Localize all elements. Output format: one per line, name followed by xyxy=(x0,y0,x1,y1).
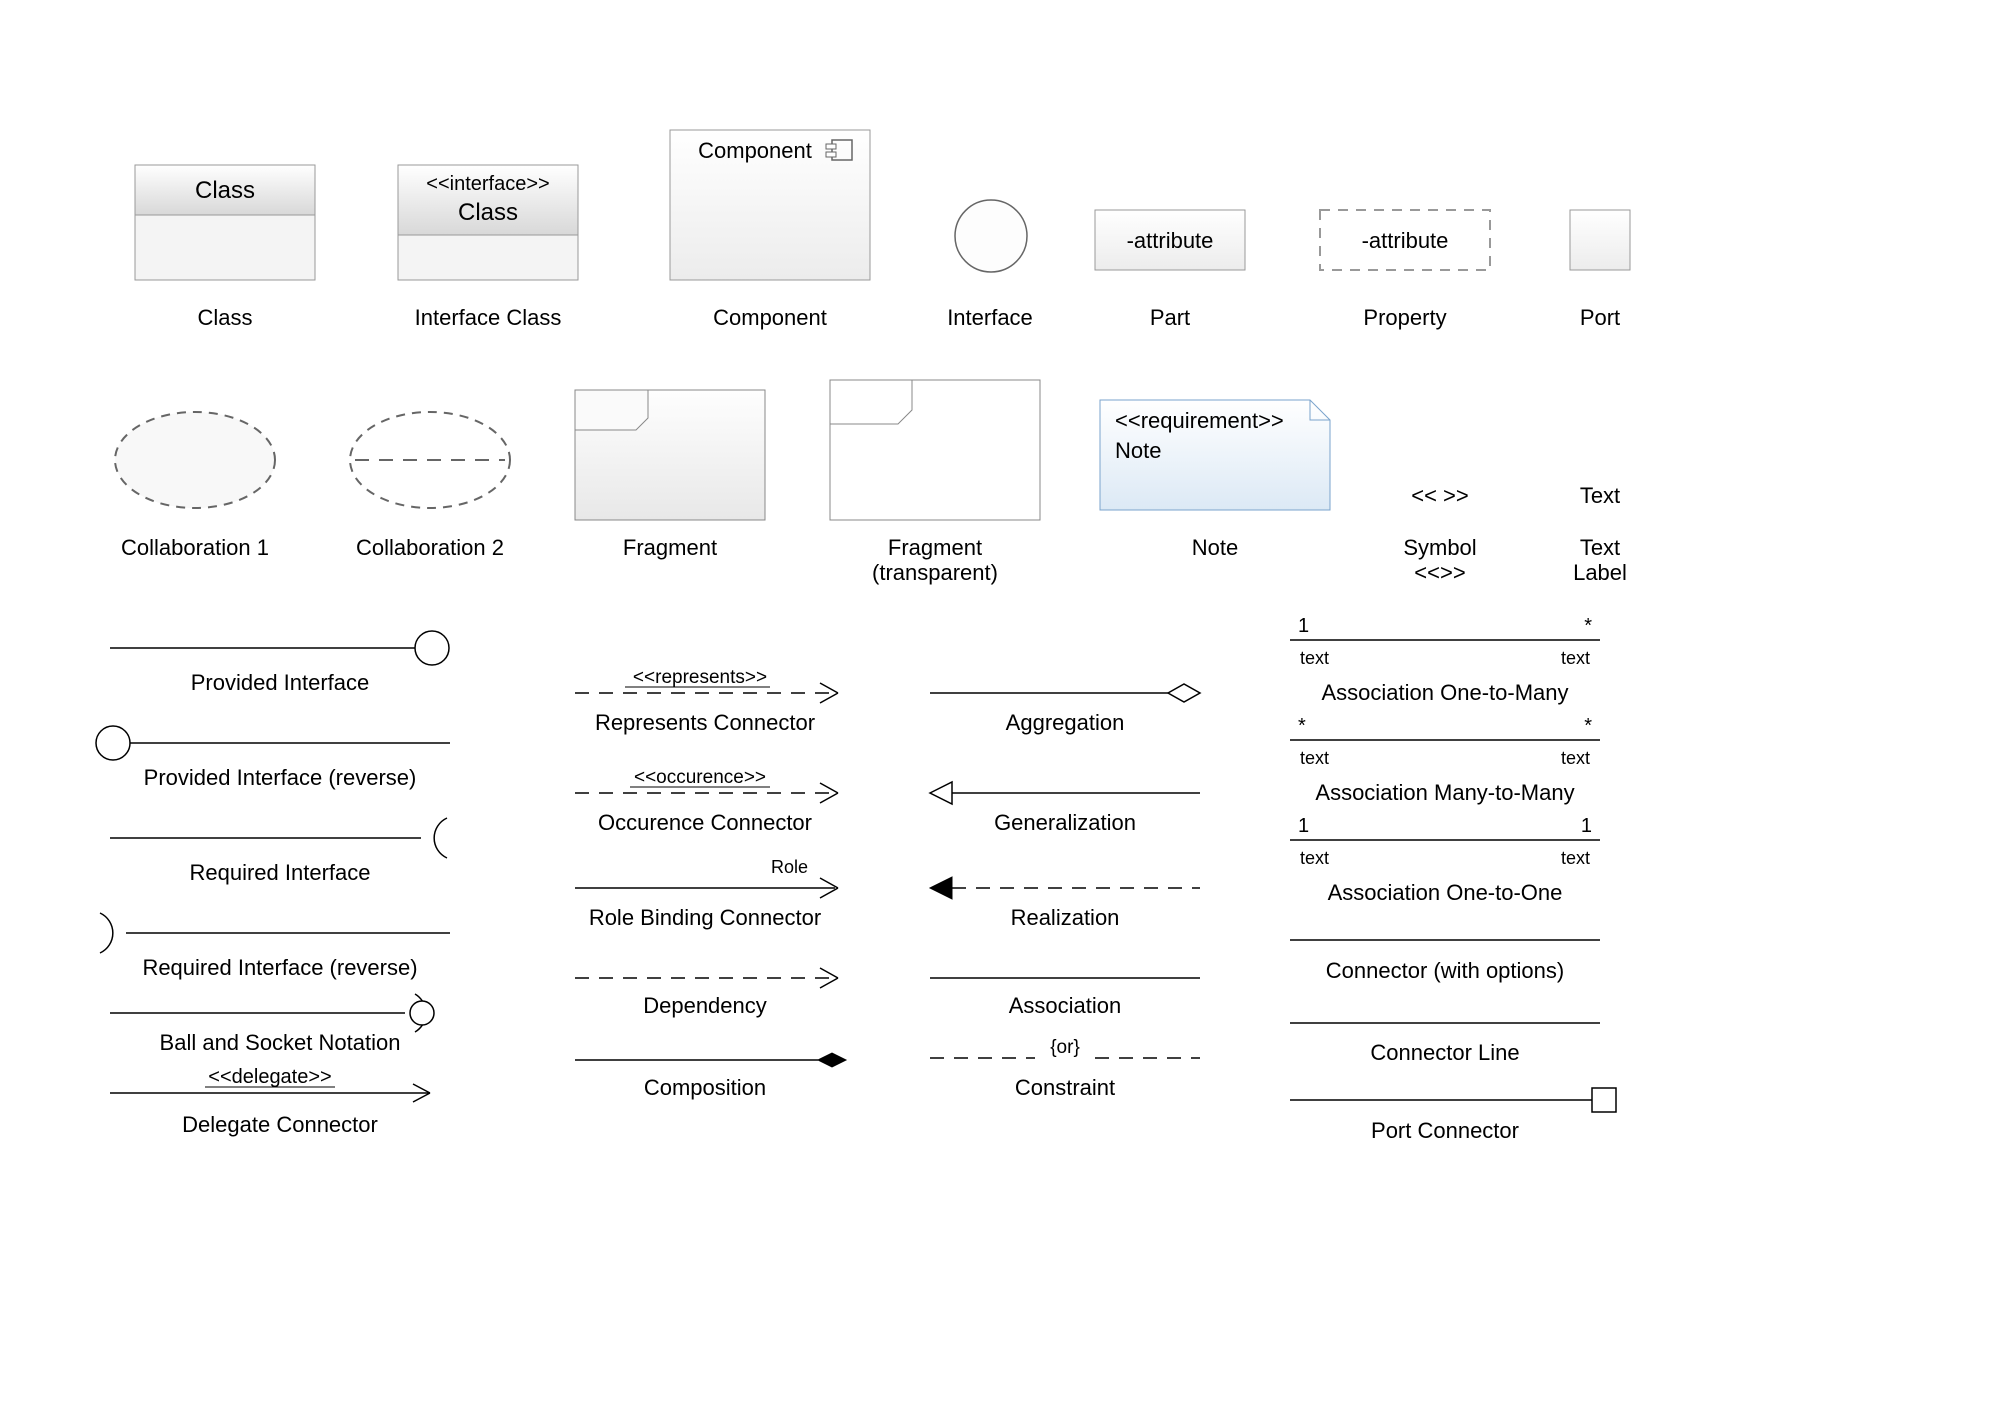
required-label: Required Interface xyxy=(110,860,450,886)
class-shape: Class xyxy=(135,165,315,280)
symbol-text: << >> xyxy=(1411,483,1469,508)
fragment-transparent-shape xyxy=(830,380,1040,520)
assoc-11-label: Association One-to-One xyxy=(1290,880,1600,906)
association-label: Association xyxy=(920,993,1210,1019)
part-shape: -attribute xyxy=(1095,210,1245,270)
svg-text:*: * xyxy=(1584,615,1592,637)
represents-text: <<represents>> xyxy=(633,667,767,688)
note-shape: <<requirement>> Note xyxy=(1100,400,1330,510)
svg-text:*: * xyxy=(1584,715,1592,737)
collab2-label: Collaboration 2 xyxy=(340,535,520,561)
assoc-mm-label: Association Many-to-Many xyxy=(1290,780,1600,806)
svg-text:text: text xyxy=(1300,748,1329,768)
interface-class-shape: <<interface>> Class xyxy=(398,165,578,280)
note-stereotype: <<requirement>> xyxy=(1115,408,1284,433)
component-shape: Component xyxy=(670,130,870,280)
svg-text:1: 1 xyxy=(1581,815,1592,837)
rolebind-label: Role Binding Connector xyxy=(560,905,850,931)
part-text: -attribute xyxy=(1127,228,1214,253)
svg-text:*: * xyxy=(1298,715,1306,737)
class-text: Class xyxy=(195,177,255,204)
port-conn-label: Port Connector xyxy=(1290,1118,1600,1144)
property-shape: -attribute xyxy=(1320,210,1490,270)
represents-connector: <<represents>> xyxy=(575,667,838,703)
ball-socket xyxy=(110,994,434,1032)
property-text: -attribute xyxy=(1362,228,1449,253)
generalization-label: Generalization xyxy=(920,810,1210,836)
interface-label: Interface xyxy=(920,305,1060,331)
conn-opts-label: Connector (with options) xyxy=(1290,958,1600,984)
provided-rev-label: Provided Interface (reverse) xyxy=(110,765,450,791)
required-rev-label: Required Interface (reverse) xyxy=(110,955,450,981)
provided-label: Provided Interface xyxy=(110,670,450,696)
aggregation-label: Aggregation xyxy=(920,710,1210,736)
assoc-1m-label: Association One-to-Many xyxy=(1290,680,1600,706)
svg-text:text: text xyxy=(1300,648,1329,668)
required-interface-reverse xyxy=(100,913,450,953)
svg-text:text: text xyxy=(1561,848,1590,868)
required-interface xyxy=(110,818,447,858)
textlabel-label2: Label xyxy=(1550,560,1650,586)
collab2-shape xyxy=(350,412,510,508)
rolebind-connector: Role xyxy=(575,857,838,898)
rolebind-text: Role xyxy=(771,857,808,877)
collab1-label: Collaboration 1 xyxy=(115,535,275,561)
dependency-label: Dependency xyxy=(560,993,850,1019)
svg-text:text: text xyxy=(1300,848,1329,868)
interface-shape xyxy=(955,200,1027,272)
assoc-many-to-many: * * text text xyxy=(1290,715,1600,768)
svg-text:text: text xyxy=(1561,748,1590,768)
provided-interface xyxy=(110,631,449,665)
fragment-trans-label: Fragment xyxy=(830,535,1040,561)
ball-socket-label: Ball and Socket Notation xyxy=(110,1030,450,1056)
aggregation-connector xyxy=(930,684,1200,702)
note-label: Note xyxy=(1100,535,1330,561)
symbol-label: Symbol xyxy=(1380,535,1500,561)
interface-class-text: Class xyxy=(458,199,518,226)
conn-line-label: Connector Line xyxy=(1290,1040,1600,1066)
delegate-text: <<delegate>> xyxy=(208,1066,331,1088)
fragment-trans-label2: (transparent) xyxy=(830,560,1040,586)
component-text: Component xyxy=(698,138,812,163)
note-text: Note xyxy=(1115,438,1161,463)
constraint-text: {or} xyxy=(1050,1037,1080,1058)
provided-interface-reverse xyxy=(96,726,450,760)
fragment-label: Fragment xyxy=(575,535,765,561)
class-label: Class xyxy=(135,305,315,331)
represents-label: Represents Connector xyxy=(560,710,850,736)
symbol-label2: <<>> xyxy=(1380,560,1500,586)
realization-label: Realization xyxy=(920,905,1210,931)
port-shape xyxy=(1570,210,1630,270)
part-label: Part xyxy=(1095,305,1245,331)
svg-text:text: text xyxy=(1561,648,1590,668)
port-connector xyxy=(1290,1088,1616,1112)
svg-text:1: 1 xyxy=(1298,615,1309,637)
composition-connector xyxy=(575,1053,846,1067)
generalization-connector xyxy=(930,782,1200,804)
occurence-connector: <<occurence>> xyxy=(575,767,838,803)
assoc-one-to-one: 1 1 text text xyxy=(1290,815,1600,868)
delegate-label: Delegate Connector xyxy=(110,1112,450,1138)
fragment-shape xyxy=(575,390,765,520)
composition-label: Composition xyxy=(560,1075,850,1101)
constraint-connector: {or} xyxy=(930,1037,1200,1058)
collab1-shape xyxy=(115,412,275,508)
dependency-connector xyxy=(575,968,838,988)
assoc-one-to-many: 1 * text text xyxy=(1290,615,1600,668)
interface-stereotype: <<interface>> xyxy=(426,173,549,195)
svg-text:1: 1 xyxy=(1298,815,1309,837)
constraint-label: Constraint xyxy=(920,1075,1210,1101)
interface-class-label: Interface Class xyxy=(398,305,578,331)
realization-connector xyxy=(930,877,1200,899)
textlabel-text: Text xyxy=(1580,483,1620,508)
port-label: Port xyxy=(1555,305,1645,331)
property-label: Property xyxy=(1320,305,1490,331)
textlabel-label: Text xyxy=(1550,535,1650,561)
component-label: Component xyxy=(670,305,870,331)
occurence-text: <<occurence>> xyxy=(634,767,766,788)
delegate-connector: <<delegate>> xyxy=(110,1066,430,1102)
occurence-label: Occurence Connector xyxy=(560,810,850,836)
